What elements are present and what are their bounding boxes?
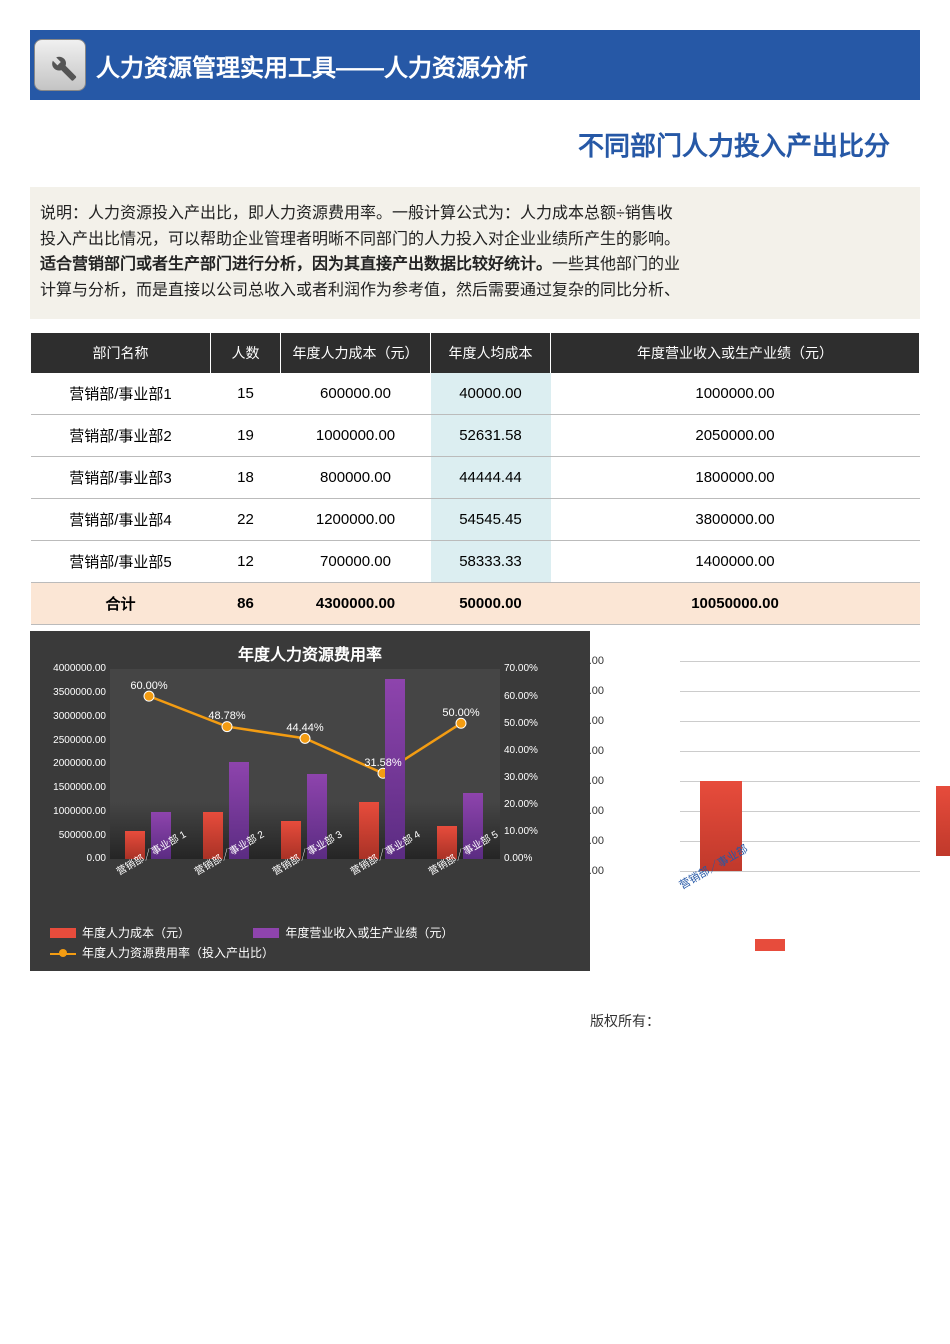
header-title: 人力资源管理实用工具——人力资源分析 [96,48,528,83]
pct-label: 50.00% [442,707,479,719]
table-row: 营销部/事业部115600000.0040000.001000000.00 [31,373,920,415]
chart1-legend: 年度人力成本（元） 年度营业收入或生产业绩（元） 年度人力资源费用率（投入产出比… [50,923,453,964]
pct-label: 44.44% [286,722,323,734]
desc-line1: 说明：人力资源投入产出比，即人力资源费用率。一般计算公式为：人力成本总额÷销售收 [40,201,910,227]
col-count: 人数 [211,333,281,373]
desc-line4: 计算与分析，而是直接以公司总收入或者利润作为参考值，然后需要通过复杂的同比分析、 [40,278,910,304]
legend-swatch-rev [253,928,279,938]
table-row: 营销部/事业部318800000.0044444.441800000.00 [31,457,920,499]
pct-label: 31.58% [364,757,401,769]
side-red-bar [936,786,950,856]
description-box: 说明：人力资源投入产出比，即人力资源费用率。一般计算公式为：人力成本总额÷销售收… [30,187,920,319]
table-row: 营销部/事业部2191000000.0052631.582050000.00 [31,415,920,457]
col-dept: 部门名称 [31,333,211,373]
pct-label: 48.78% [208,710,245,722]
chart2-plot-area [680,661,920,871]
chart1-plot-area: 60.00% 48.78% 44.44% 31.58% 50.00% [110,669,500,859]
table-header-row: 部门名称 人数 年度人力成本（元） 年度人均成本 年度营业收入或生产业绩（元） [31,333,920,373]
col-cost: 年度人力成本（元） [281,333,431,373]
page-subtitle: 不同部门人力投入产出比分 [30,108,920,187]
legend-swatch-cost [50,928,76,938]
legend-swatch-line [50,949,76,959]
table-row: 营销部/事业部4221200000.0054545.453800000.00 [31,499,920,541]
copyright-label: 版权所有： [590,1011,920,1031]
chart1-y-axis-left: 0.00500000.001000000.001500000.002000000… [38,669,108,859]
pct-label: 60.00% [130,680,167,692]
header-bar: 人力资源管理实用工具——人力资源分析 [30,30,920,100]
chart1-y-axis-right: 0.00%10.00%20.00%30.00%40.00%50.00%60.00… [502,669,558,859]
col-rev: 年度营业收入或生产业绩（元） [551,333,920,373]
wrench-icon [34,39,86,91]
table-total-row: 合计864300000.0050000.0010050000.00 [31,583,920,625]
data-table: 部门名称 人数 年度人力成本（元） 年度人均成本 年度营业收入或生产业绩（元） … [30,333,920,625]
col-avg: 年度人均成本 [431,333,551,373]
secondary-chart: 0.00200000.00400000.00600000.00800000.00… [590,631,920,971]
table-row: 营销部/事业部512700000.0058333.331400000.00 [31,541,920,583]
chart2-legend-swatch [755,939,785,951]
desc-line2: 投入产出比情况，可以帮助企业管理者明晰不同部门的人力投入对企业业绩所产生的影响。 [40,227,910,253]
desc-line3: 适合营销部门或者生产部门进行分析，因为其直接产出数据比较好统计。一些其他部门的业 [40,252,910,278]
expense-rate-chart: 年度人力资源费用率 0.00500000.001000000.001500000… [30,631,590,971]
